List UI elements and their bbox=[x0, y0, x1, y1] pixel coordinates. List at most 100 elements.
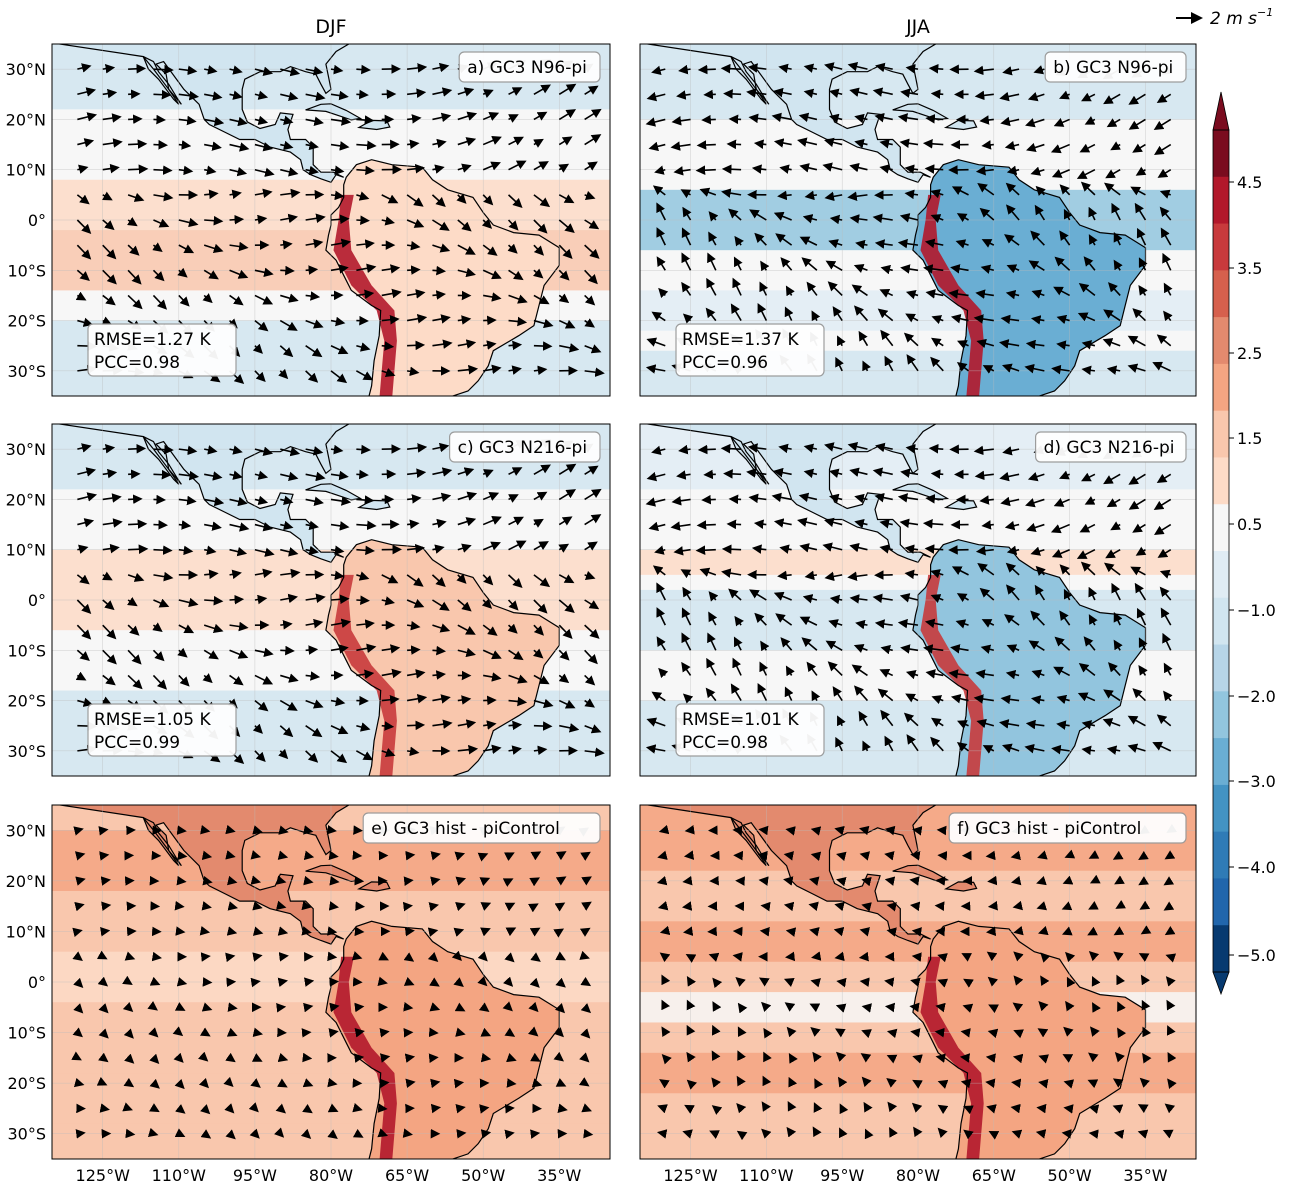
lon-tick-label: 35°W bbox=[537, 1166, 581, 1185]
panel-title: f) GC3 hist - piControl bbox=[957, 819, 1141, 839]
colorbar-tick-label: −5.0 bbox=[1237, 946, 1276, 965]
column-title-djf: DJF bbox=[315, 16, 346, 38]
map-panel-a: 30°N 20°N 10°N 0° 10°S 20°S 30°S a) GC3 N96-pi R… bbox=[6, 43, 611, 397]
colorbar-segment bbox=[1213, 878, 1229, 926]
wind-vectors bbox=[75, 59, 605, 385]
rmse-value: RMSE=1.27 K bbox=[94, 330, 212, 350]
colorbar-tick-label: −4.0 bbox=[1237, 858, 1276, 877]
wind-vectors bbox=[656, 823, 1177, 1141]
panel-frame bbox=[51, 43, 611, 397]
rmse-value: RMSE=1.37 K bbox=[682, 330, 800, 350]
lat-tick-label: 0° bbox=[28, 973, 46, 992]
colorbar-segment bbox=[1213, 644, 1229, 692]
panel-title: c) GC3 N216-pi bbox=[458, 438, 587, 458]
lat-tick-label: 20°N bbox=[6, 872, 46, 891]
map-panels: 30°N 20°N 10°N 0° 10°S 20°S 30°S a) GC3 N96-pi R… bbox=[6, 43, 1197, 1185]
wind-vectors bbox=[645, 61, 1173, 376]
map-panel-e: 30°N 20°N 10°N 0° 10°S 20°S 30°S 125°W 110°W 95°W… bbox=[6, 804, 611, 1185]
panel-title-box bbox=[1044, 51, 1187, 83]
colorbar-tick-label: 3.5 bbox=[1237, 259, 1262, 278]
lon-tick-label: 50°W bbox=[461, 1166, 505, 1185]
panel-title-box bbox=[948, 812, 1187, 844]
lat-tick-label: 20°S bbox=[7, 1074, 46, 1093]
lon-tick-label: 110°W bbox=[739, 1166, 794, 1185]
lat-tick-label: 30°N bbox=[6, 60, 46, 79]
panel-title-box bbox=[449, 431, 601, 463]
colorbar-tick-label: −1.0 bbox=[1237, 601, 1276, 620]
colorbar-tick-label: 0.5 bbox=[1237, 515, 1262, 534]
colorbar-segment bbox=[1213, 130, 1229, 178]
colorbar-segment bbox=[1213, 597, 1229, 646]
lon-tick-label: 65°W bbox=[385, 1166, 429, 1185]
lat-tick-label: 10°N bbox=[6, 541, 46, 560]
lat-tick-label: 10°S bbox=[7, 261, 46, 280]
map-panel-d: d) GC3 N216-pi RMSE=1.01 K PCC=0.98 bbox=[639, 423, 1197, 777]
lat-tick-label: 30°N bbox=[6, 440, 46, 459]
colorbar-segment bbox=[1213, 317, 1229, 365]
lat-tick-label: 30°N bbox=[6, 821, 46, 840]
colorbar-tick-label: 4.5 bbox=[1237, 173, 1262, 192]
map-panel-f: 125°W 110°W 95°W 80°W 65°W 50°W 35°W f) GC3 his… bbox=[639, 804, 1197, 1185]
wind-vectors bbox=[71, 824, 594, 1140]
stats-box bbox=[87, 703, 237, 757]
lat-tick-label: 20°S bbox=[7, 692, 46, 711]
stats-box bbox=[675, 323, 825, 377]
reference-arrow: 2 m s−1 bbox=[1176, 6, 1273, 29]
colorbar-segment bbox=[1213, 738, 1229, 786]
colorbar-segment bbox=[1213, 363, 1229, 412]
panel-title: b) GC3 N96-pi bbox=[1053, 58, 1173, 78]
lon-tick-label: 125°W bbox=[76, 1166, 131, 1185]
panel-frame bbox=[639, 804, 1197, 1160]
colorbar-tick-label: 2.5 bbox=[1237, 344, 1262, 363]
panel-title: e) GC3 hist - piControl bbox=[371, 819, 560, 839]
pcc-value: PCC=0.96 bbox=[682, 353, 768, 373]
panel-title-box bbox=[1034, 431, 1187, 463]
colorbar-segment bbox=[1213, 457, 1229, 505]
andes-anomaly bbox=[333, 956, 397, 1159]
lat-tick-label: 10°S bbox=[7, 641, 46, 660]
column-title-jja: JJA bbox=[905, 16, 930, 38]
colorbar-segment bbox=[1213, 784, 1229, 833]
lon-tick-label: 95°W bbox=[820, 1166, 864, 1185]
colorbar-extend-top bbox=[1212, 91, 1230, 131]
lat-tick-label: 30°S bbox=[7, 742, 46, 761]
panel-frame bbox=[639, 43, 1197, 397]
lon-tick-label: 35°W bbox=[1123, 1166, 1167, 1185]
lon-tick-label: 110°W bbox=[152, 1166, 207, 1185]
lat-tick-label: 20°N bbox=[6, 110, 46, 129]
lat-tick-label: 20°N bbox=[6, 490, 46, 509]
colorbar: 4.5 3.5 2.5 1.5 0.5 −1.0 −2.0 −3.0 −4.0 −5.0 bbox=[1212, 91, 1276, 996]
rmse-value: RMSE=1.01 K bbox=[682, 710, 800, 730]
lat-tick-label: 0° bbox=[28, 211, 46, 230]
lat-tick-label: 10°S bbox=[7, 1024, 46, 1043]
colorbar-segment bbox=[1213, 551, 1229, 599]
lon-tick-label: 80°W bbox=[309, 1166, 353, 1185]
lon-tick-label: 80°W bbox=[896, 1166, 940, 1185]
lat-tick-label: 20°S bbox=[7, 312, 46, 331]
pcc-value: PCC=0.99 bbox=[94, 733, 180, 753]
map-panel-c: 30°N 20°N 10°N 0° 10°S 20°S 30°S c) GC3 N216-pi… bbox=[6, 423, 611, 777]
panel-title-box bbox=[458, 51, 601, 83]
colorbar-segment bbox=[1213, 270, 1229, 318]
map-panel-b: b) GC3 N96-pi RMSE=1.37 K PCC=0.96 bbox=[639, 43, 1197, 397]
colorbar-segment bbox=[1213, 223, 1229, 271]
stats-box bbox=[675, 703, 825, 757]
panel-frame bbox=[51, 804, 611, 1160]
colorbar-segment bbox=[1213, 504, 1229, 552]
lon-tick-label: 95°W bbox=[233, 1166, 277, 1185]
lon-tick-label: 65°W bbox=[972, 1166, 1016, 1185]
colorbar-tick-label: −2.0 bbox=[1237, 687, 1276, 706]
colorbar-segment bbox=[1213, 831, 1229, 879]
stats-box bbox=[87, 323, 237, 377]
panel-title-box bbox=[362, 812, 601, 844]
colorbar-tick-label: 1.5 bbox=[1237, 429, 1262, 448]
colorbar-extend-bottom bbox=[1212, 971, 1230, 996]
reference-arrow-label: 2 m s−1 bbox=[1210, 6, 1273, 29]
panel-frame bbox=[639, 423, 1197, 777]
lat-tick-label: 30°S bbox=[7, 362, 46, 381]
panel-title: d) GC3 N216-pi bbox=[1044, 438, 1175, 458]
colorbar-segment bbox=[1213, 691, 1229, 739]
lon-tick-label: 125°W bbox=[663, 1166, 718, 1185]
rmse-value: RMSE=1.05 K bbox=[94, 710, 212, 730]
